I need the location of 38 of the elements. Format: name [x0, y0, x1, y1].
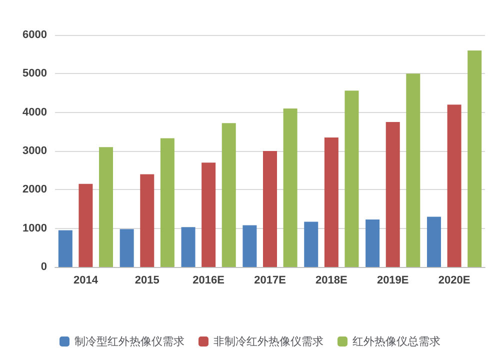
bar: [366, 219, 380, 267]
bar: [140, 174, 154, 267]
legend-label: 红外热像仪总需求: [352, 335, 440, 348]
bar: [58, 230, 72, 267]
bar: [120, 229, 134, 267]
bar: [202, 162, 216, 267]
bar: [181, 227, 196, 267]
y-tick-label: 6000: [22, 29, 47, 41]
bar: [344, 90, 359, 267]
bar: [263, 151, 277, 267]
x-tick-label: 2020E: [438, 274, 470, 286]
y-tick-label: 4000: [22, 106, 47, 118]
bar: [160, 138, 174, 267]
bar: [324, 137, 338, 267]
bar: [222, 123, 236, 267]
x-tick-label: 2017E: [254, 274, 286, 286]
y-tick-label: 2000: [22, 184, 47, 196]
bar: [78, 184, 93, 267]
x-tick-label: 2014: [73, 274, 99, 286]
x-tick-label: 2016E: [192, 274, 224, 286]
legend-label: 非制冷红外热像仪需求: [214, 335, 324, 348]
bar: [447, 104, 462, 267]
bar: [242, 225, 257, 267]
bar: [99, 147, 114, 267]
y-tick-label: 3000: [22, 145, 47, 157]
bar: [406, 74, 420, 267]
y-tick-label: 1000: [22, 222, 47, 234]
bar: [386, 122, 400, 267]
x-tick-label: 2015: [134, 274, 160, 286]
bar: [468, 50, 482, 267]
y-tick-label: 5000: [22, 68, 47, 80]
bar: [283, 108, 298, 267]
bar: [426, 216, 441, 267]
x-tick-label: 2018E: [316, 274, 348, 286]
bar: [304, 222, 318, 267]
x-tick-label: 2019E: [376, 274, 409, 286]
y-tick-label: 0: [40, 261, 47, 273]
legend-label: 制冷型红外热像仪需求: [74, 335, 184, 348]
